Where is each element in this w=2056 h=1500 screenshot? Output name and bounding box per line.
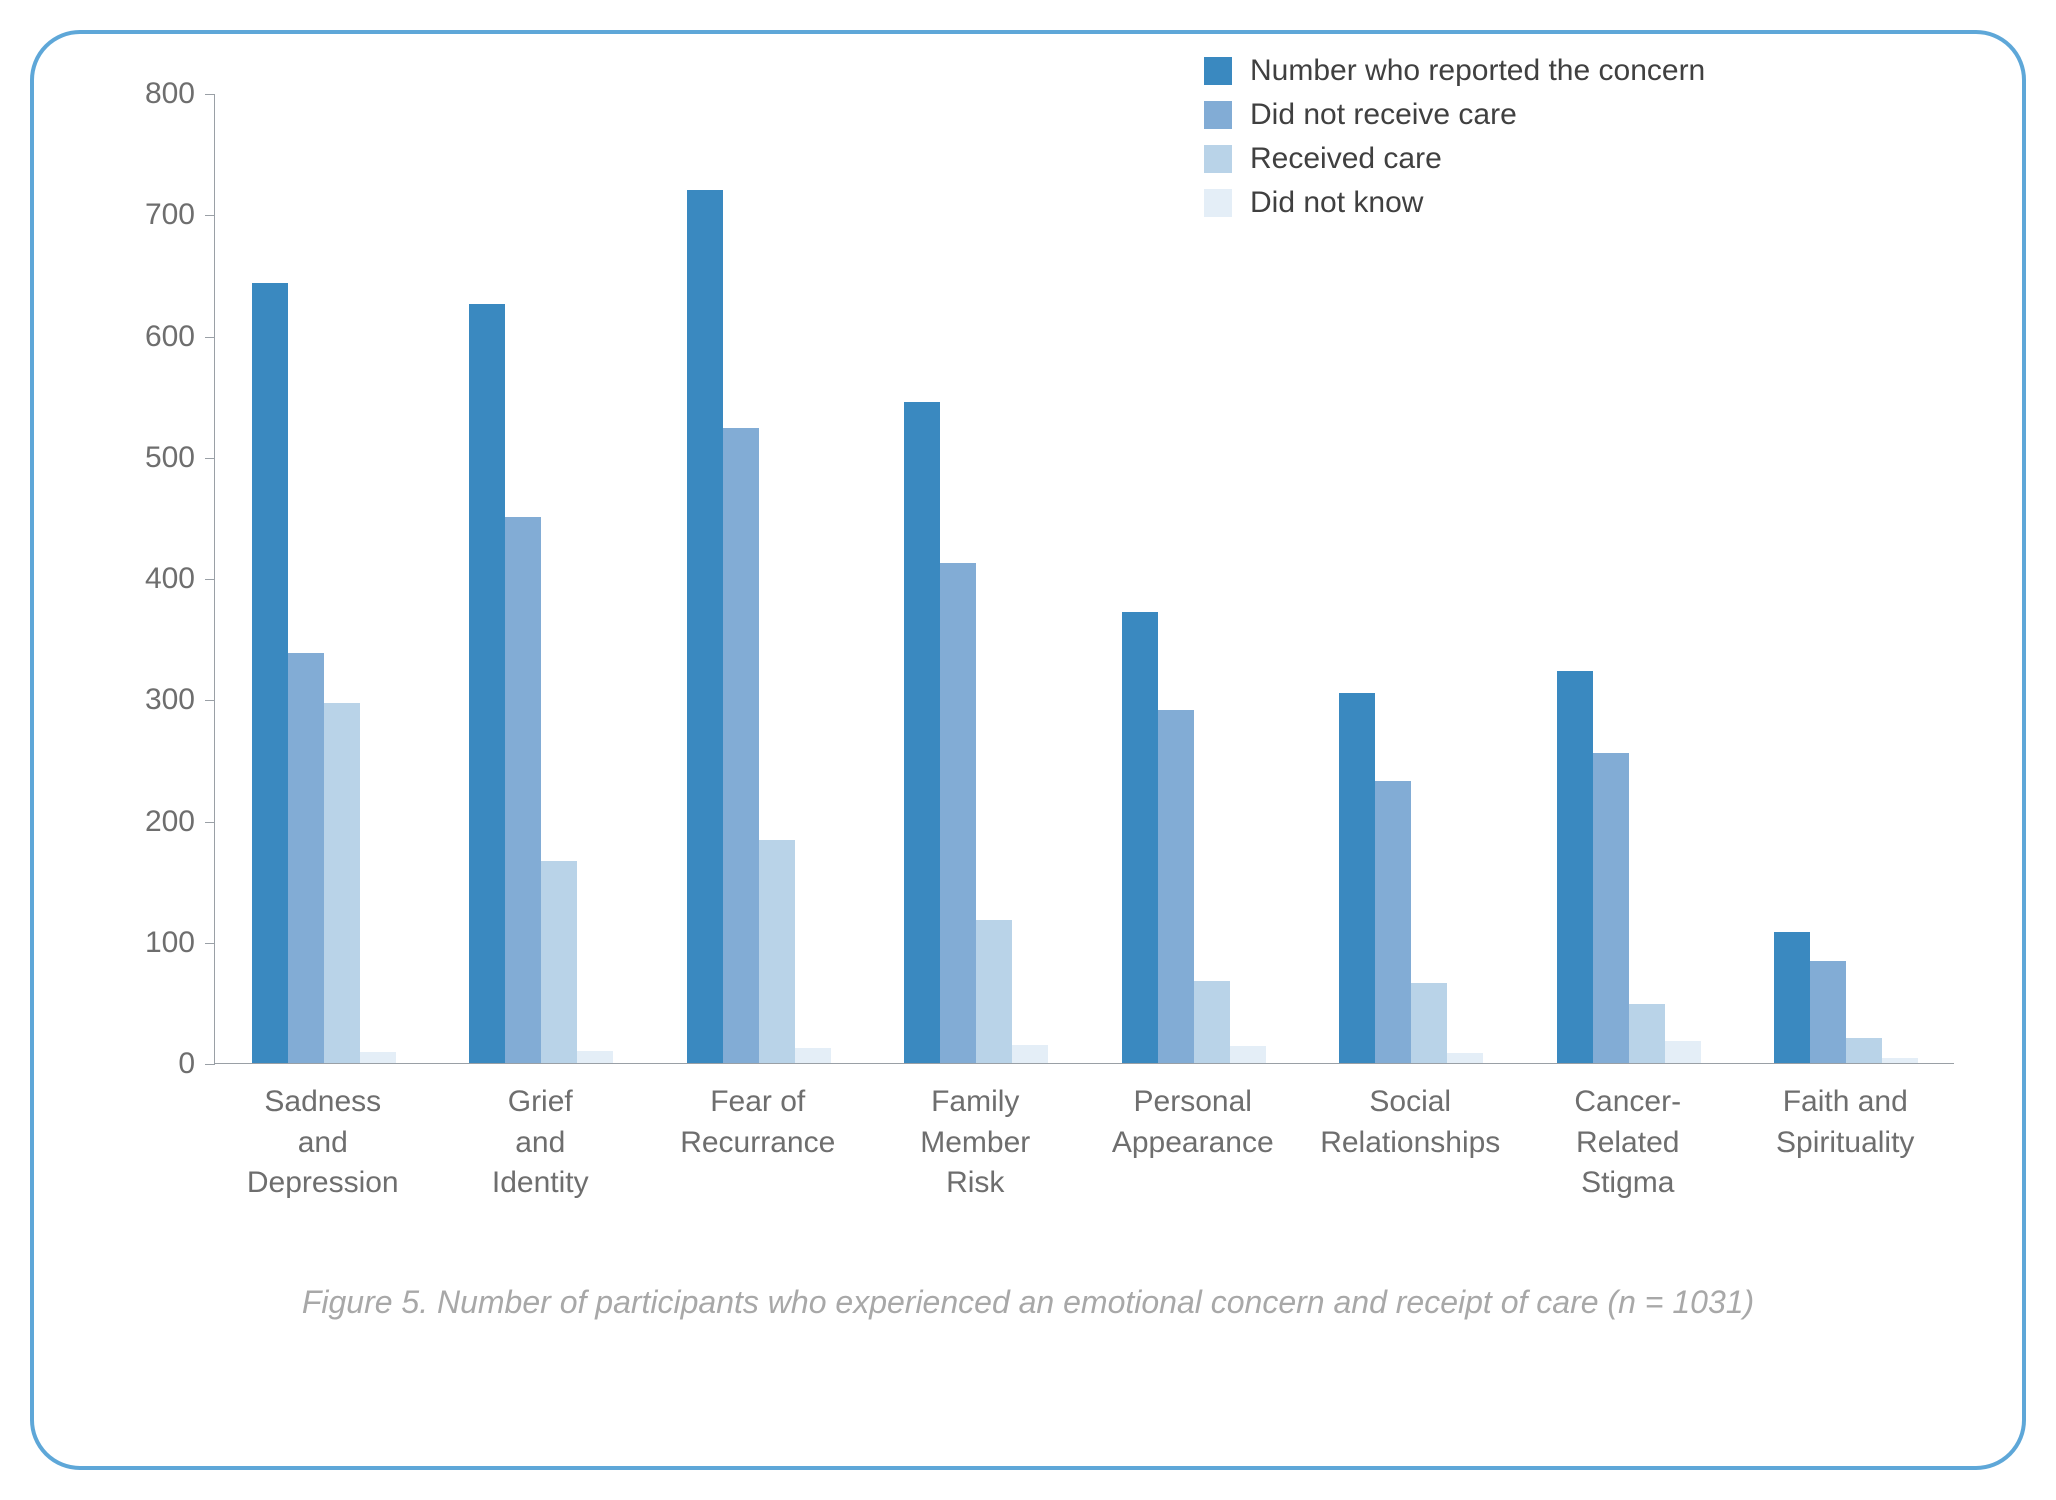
y-tick-label: 500	[145, 441, 215, 475]
legend-label: Did not know	[1250, 186, 1423, 220]
y-tick-label: 200	[145, 805, 215, 839]
bar-group	[252, 94, 396, 1063]
bar	[687, 190, 723, 1063]
bar	[288, 653, 324, 1063]
bar	[1593, 753, 1629, 1063]
legend-label: Received care	[1250, 142, 1442, 176]
y-tick-label: 400	[145, 562, 215, 596]
bar	[1122, 612, 1158, 1063]
legend-label: Did not receive care	[1250, 98, 1517, 132]
bar	[360, 1052, 396, 1063]
x-axis-label: Sadness and Depression	[214, 1082, 432, 1204]
bar-group	[1122, 94, 1266, 1063]
legend-swatch	[1204, 57, 1232, 85]
legend-label: Number who reported the concern	[1250, 54, 1705, 88]
bar	[940, 563, 976, 1063]
bar	[1375, 781, 1411, 1064]
legend-item: Did not know	[1204, 186, 1705, 220]
bar	[1230, 1046, 1266, 1063]
bar	[252, 283, 288, 1063]
bar	[1629, 1004, 1665, 1063]
x-axis-label: Personal Appearance	[1084, 1082, 1302, 1163]
bar	[1012, 1045, 1048, 1063]
bar	[1447, 1053, 1483, 1063]
bar	[1846, 1038, 1882, 1063]
bar	[1411, 983, 1447, 1063]
legend-item: Number who reported the concern	[1204, 54, 1705, 88]
chart-frame: 0100200300400500600700800 Sadness and De…	[30, 30, 2026, 1470]
x-axis-label: Grief and Identity	[432, 1082, 650, 1204]
bar	[759, 840, 795, 1063]
canvas: 0100200300400500600700800 Sadness and De…	[0, 0, 2056, 1500]
bar	[1158, 710, 1194, 1063]
x-axis-label: Family Member Risk	[867, 1082, 1085, 1204]
plot-region: 0100200300400500600700800	[214, 94, 1954, 1064]
bar	[1665, 1041, 1701, 1063]
y-tick-label: 700	[145, 198, 215, 232]
bar	[505, 517, 541, 1063]
legend-swatch	[1204, 145, 1232, 173]
bar	[577, 1051, 613, 1063]
bar	[904, 402, 940, 1063]
bar	[469, 304, 505, 1063]
y-tick-label: 300	[145, 683, 215, 717]
legend-item: Did not receive care	[1204, 98, 1705, 132]
bar-group	[1557, 94, 1701, 1063]
bar	[1557, 671, 1593, 1063]
bar	[723, 428, 759, 1063]
legend: Number who reported the concern Did not r…	[1204, 54, 1705, 230]
bar-group	[469, 94, 613, 1063]
bar-group	[1339, 94, 1483, 1063]
legend-swatch	[1204, 189, 1232, 217]
x-axis-label: Faith and Spirituality	[1737, 1082, 1955, 1163]
bar	[976, 920, 1012, 1063]
bar-group	[1774, 94, 1918, 1063]
bar	[1774, 932, 1810, 1063]
bar	[1194, 981, 1230, 1063]
bar	[541, 861, 577, 1063]
bar-group	[904, 94, 1048, 1063]
figure-caption: Figure 5. Number of participants who exp…	[104, 1284, 1952, 1321]
y-tick-label: 800	[145, 77, 215, 111]
bar	[1339, 693, 1375, 1063]
y-tick-label: 100	[145, 926, 215, 960]
bar	[1810, 961, 1846, 1063]
bar	[795, 1048, 831, 1063]
y-tick-label: 0	[178, 1047, 215, 1081]
bar	[324, 703, 360, 1063]
x-axis-label: Social Relationships	[1302, 1082, 1520, 1163]
legend-swatch	[1204, 101, 1232, 129]
bar-group	[687, 94, 831, 1063]
chart-area: 0100200300400500600700800 Sadness and De…	[104, 94, 1952, 1224]
y-tick-label: 600	[145, 320, 215, 354]
x-axis-label: Fear of Recurrance	[649, 1082, 867, 1163]
bar	[1882, 1058, 1918, 1063]
x-axis-labels: Sadness and DepressionGrief and Identity…	[214, 1064, 1954, 1224]
legend-item: Received care	[1204, 142, 1705, 176]
x-axis-label: Cancer- Related Stigma	[1519, 1082, 1737, 1204]
